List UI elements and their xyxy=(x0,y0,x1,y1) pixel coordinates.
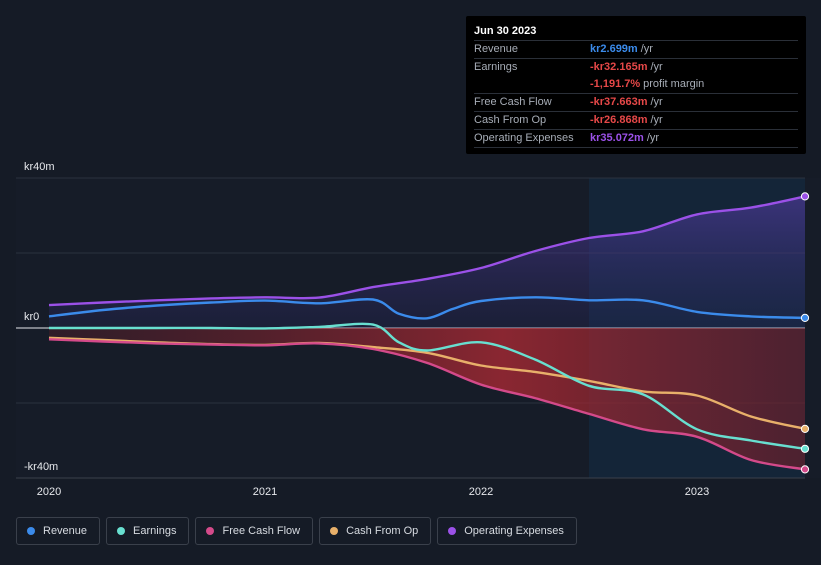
legend-item-operating-expenses[interactable]: Operating Expenses xyxy=(437,517,577,545)
chart-legend: Revenue Earnings Free Cash Flow Cash Fro… xyxy=(16,517,577,545)
tooltip-unit: /yr xyxy=(650,61,663,73)
tooltip-value: kr35.072m xyxy=(590,132,644,144)
tooltip-unit: /yr xyxy=(650,96,663,108)
tooltip-row-cash-from-op: Cash From Op -kr26.868m /yr xyxy=(474,112,798,130)
tooltip-row-revenue: Revenue kr2.699m /yr xyxy=(474,41,798,59)
legend-label: Cash From Op xyxy=(346,525,419,537)
tooltip-row-operating-expenses: Operating Expenses kr35.072m /yr xyxy=(474,130,798,148)
y-axis-label-bottom: -kr40m xyxy=(24,461,58,473)
tooltip-unit: profit margin xyxy=(643,78,705,90)
legend-label: Free Cash Flow xyxy=(222,525,301,537)
free-cash-flow-area xyxy=(49,328,805,470)
tooltip-row-free-cash-flow: Free Cash Flow -kr37.663m /yr xyxy=(474,94,798,112)
earnings-end-dot xyxy=(800,444,810,453)
legend-label: Operating Expenses xyxy=(464,525,564,537)
y-axis-label-zero: kr0 xyxy=(24,311,39,323)
x-tick-label-2022: 2022 xyxy=(469,486,493,498)
x-tick-label-2023: 2023 xyxy=(685,486,709,498)
legend-item-earnings[interactable]: Earnings xyxy=(106,517,190,545)
tooltip-value: kr2.699m xyxy=(590,43,638,55)
legend-item-cash-from-op[interactable]: Cash From Op xyxy=(319,517,432,545)
free-cash-flow-end-dot xyxy=(800,465,810,474)
tooltip-value: -kr37.663m xyxy=(590,96,648,108)
tooltip-label: Free Cash Flow xyxy=(474,96,552,108)
tooltip-value: -1,191.7% xyxy=(590,78,641,90)
tooltip-row-profit-margin: -1,191.7% profit margin xyxy=(474,76,798,94)
tooltip-label: Operating Expenses xyxy=(474,132,574,144)
legend-item-revenue[interactable]: Revenue xyxy=(16,517,101,545)
tooltip-value: -kr26.868m xyxy=(590,114,648,126)
cash-from-op-dot-icon xyxy=(330,527,339,535)
operating-expenses-line xyxy=(48,195,806,307)
x-tick-label-2021: 2021 xyxy=(253,486,277,498)
free-cash-flow-line xyxy=(48,338,806,471)
tooltip-label: Cash From Op xyxy=(474,114,547,126)
legend-label: Revenue xyxy=(43,525,88,537)
tooltip-unit: /yr xyxy=(646,132,660,144)
revenue-line xyxy=(48,296,806,320)
tooltip-unit: /yr xyxy=(640,43,653,55)
tooltip-unit: /yr xyxy=(650,114,663,126)
free-cash-flow-dot-icon xyxy=(206,527,215,535)
tooltip-label: Revenue xyxy=(474,43,519,55)
operating-expenses-dot-icon xyxy=(448,527,457,535)
revenue-dot-icon xyxy=(27,527,35,535)
operating-expenses-end-dot xyxy=(800,192,810,201)
tooltip-label: Earnings xyxy=(474,61,518,73)
tooltip-date: Jun 30 2023 xyxy=(474,23,798,41)
legend-item-free-cash-flow[interactable]: Free Cash Flow xyxy=(195,517,314,545)
tooltip-value: -kr32.165m xyxy=(590,61,648,73)
cash-from-op-end-dot xyxy=(800,424,810,433)
legend-label: Earnings xyxy=(133,525,177,537)
tooltip-row-earnings: Earnings -kr32.165m /yr xyxy=(474,59,798,76)
operating-expenses-area xyxy=(49,196,805,328)
earnings-line xyxy=(49,322,806,450)
data-tooltip: Jun 30 2023 Revenue kr2.699m /yr Earning… xyxy=(466,16,806,154)
y-axis-label-top: kr40m xyxy=(24,161,55,173)
tooltip-label xyxy=(474,76,590,93)
revenue-end-dot xyxy=(800,313,810,322)
earnings-dot-icon xyxy=(117,527,126,535)
x-tick-label-2020: 2020 xyxy=(37,486,61,498)
